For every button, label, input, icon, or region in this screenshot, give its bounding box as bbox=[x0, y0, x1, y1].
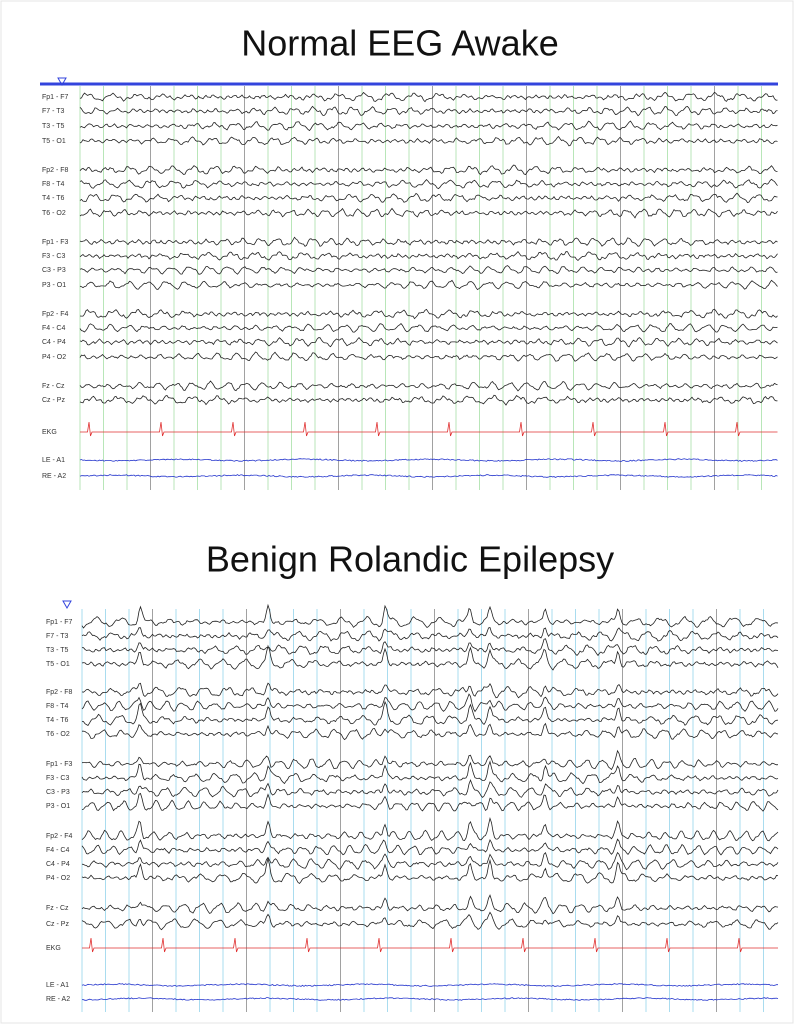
eeg-trace bbox=[81, 894, 779, 915]
eeg-trace bbox=[79, 458, 778, 462]
eeg-trace bbox=[79, 91, 778, 103]
eeg-trace bbox=[81, 838, 779, 856]
channel-label: LE - A1 bbox=[42, 457, 65, 464]
channel-label: Fp2 - F8 bbox=[46, 689, 73, 696]
channel-label: EKG bbox=[46, 945, 61, 952]
eeg-trace bbox=[81, 603, 779, 629]
channel-label: Fp2 - F4 bbox=[42, 311, 69, 318]
channel-label: C3 - P3 bbox=[42, 267, 66, 274]
channel-label: F8 - T4 bbox=[46, 703, 69, 710]
eeg-trace bbox=[81, 644, 779, 671]
channel-label: Fp1 - F3 bbox=[46, 761, 73, 768]
eeg-trace bbox=[79, 236, 778, 247]
marker bbox=[62, 600, 72, 610]
channel-label: T3 - T5 bbox=[42, 123, 65, 130]
eeg-trace bbox=[79, 207, 778, 219]
channel-label: C4 - P4 bbox=[42, 339, 66, 346]
eeg-trace bbox=[81, 693, 779, 713]
channel-label: F8 - T4 bbox=[42, 181, 65, 188]
eeg-trace bbox=[79, 351, 778, 362]
channel-label: P3 - O1 bbox=[42, 282, 66, 289]
channel-label: Fp1 - F7 bbox=[46, 619, 73, 626]
eeg-trace bbox=[81, 792, 779, 812]
channel-label: C4 - P4 bbox=[46, 861, 70, 868]
eeg-panel: Fp1 - F7 F7 - T3 T3 - T5 T5 - O1 Fp2 - F8 F8 … bbox=[40, 77, 778, 490]
eeg-trace bbox=[79, 394, 778, 406]
eeg-trace bbox=[80, 421, 778, 437]
eeg-trace bbox=[79, 474, 778, 478]
channel-label: P4 - O2 bbox=[42, 354, 66, 361]
marker bbox=[57, 77, 67, 87]
eeg-trace bbox=[79, 279, 778, 291]
eeg-trace bbox=[81, 983, 779, 987]
channel-label: C3 - P3 bbox=[46, 789, 70, 796]
eeg-panel: Fp1 - F7 F7 - T3 T3 - T5 T5 - O1 Fp2 - F8 F8 … bbox=[46, 600, 779, 1012]
eeg-trace bbox=[79, 192, 778, 204]
eeg-trace bbox=[82, 937, 778, 953]
eeg-trace bbox=[81, 760, 779, 785]
eeg-trace bbox=[79, 105, 778, 117]
eeg-trace bbox=[79, 120, 778, 132]
channel-label: Fz - Cz bbox=[42, 383, 65, 390]
eeg-trace bbox=[81, 816, 779, 842]
panel-title: Benign Rolandic Epilepsy bbox=[206, 539, 614, 580]
eeg-trace bbox=[81, 911, 779, 931]
eeg-trace bbox=[79, 380, 778, 392]
channel-label: P3 - O1 bbox=[46, 803, 70, 810]
channel-label: T4 - T6 bbox=[42, 195, 65, 202]
channel-label: T3 - T5 bbox=[46, 647, 69, 654]
eeg-trace bbox=[81, 997, 779, 1001]
eeg-trace bbox=[79, 178, 778, 190]
channel-label: Fp1 - F3 bbox=[42, 239, 69, 246]
channel-label: F3 - C3 bbox=[46, 775, 69, 782]
channel-label: F7 - T3 bbox=[46, 633, 69, 640]
channel-label: T5 - O1 bbox=[46, 661, 70, 668]
channel-label: RE - A2 bbox=[42, 473, 66, 480]
eeg-trace bbox=[81, 682, 779, 699]
eeg-trace bbox=[81, 700, 779, 727]
eeg-trace bbox=[79, 135, 778, 147]
eeg-trace bbox=[79, 164, 778, 176]
channel-label: Fp1 - F7 bbox=[42, 94, 69, 101]
channel-label: T6 - O2 bbox=[46, 731, 70, 738]
channel-label: Fz - Cz bbox=[46, 905, 69, 912]
channel-label: EKG bbox=[42, 429, 57, 436]
channel-label: F7 - T3 bbox=[42, 108, 65, 115]
eeg-trace bbox=[81, 626, 779, 642]
eeg-trace bbox=[81, 722, 779, 741]
eeg-trace bbox=[79, 250, 778, 262]
channel-label: Cz - Pz bbox=[42, 397, 65, 404]
eeg-trace bbox=[81, 638, 779, 657]
channel-label: Fp2 - F8 bbox=[42, 167, 69, 174]
channel-label: T6 - O2 bbox=[42, 210, 66, 217]
channel-label: RE - A2 bbox=[46, 996, 70, 1003]
eeg-trace bbox=[81, 858, 779, 885]
channel-label: F3 - C3 bbox=[42, 253, 65, 260]
channel-label: F4 - C4 bbox=[46, 847, 69, 854]
eeg-trace bbox=[79, 323, 778, 333]
channel-label: T4 - T6 bbox=[46, 717, 69, 724]
eeg-trace bbox=[81, 851, 779, 871]
channel-label: T5 - O1 bbox=[42, 138, 66, 145]
channel-label: Fp2 - F4 bbox=[46, 833, 73, 840]
eeg-trace bbox=[81, 778, 779, 798]
eeg-trace bbox=[79, 265, 778, 275]
channel-label: Cz - Pz bbox=[46, 921, 69, 928]
eeg-trace bbox=[81, 749, 779, 771]
channel-label: P4 - O2 bbox=[46, 875, 70, 882]
panel-title: Normal EEG Awake bbox=[241, 23, 558, 64]
eeg-trace bbox=[79, 308, 778, 320]
channel-label: LE - A1 bbox=[46, 982, 69, 989]
eeg-trace bbox=[79, 336, 778, 348]
channel-label: F4 - C4 bbox=[42, 325, 65, 332]
